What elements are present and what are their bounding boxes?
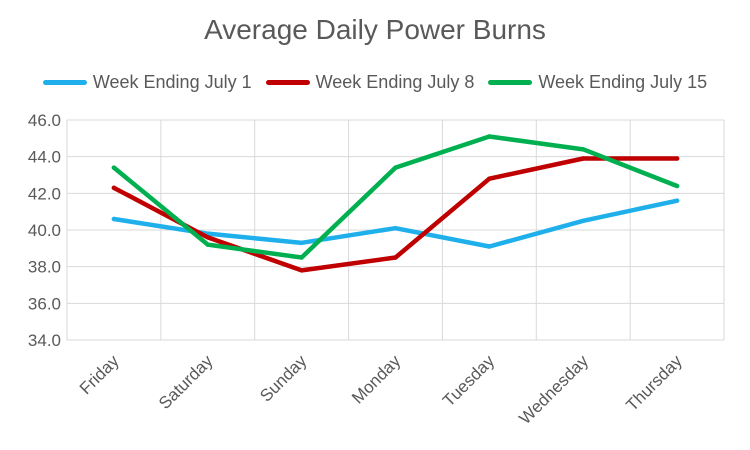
x-tick-label: Monday [348, 351, 405, 408]
data-point [674, 156, 680, 161]
y-tick-label: 46.0 [28, 111, 61, 130]
legend-swatch-series-2 [265, 79, 310, 85]
data-point [205, 242, 210, 247]
series-line [111, 134, 680, 260]
legend-swatch-series-3 [488, 79, 533, 85]
y-tick-label: 40.0 [28, 221, 61, 240]
x-tick-label: Wednesday [515, 351, 592, 428]
data-point [487, 176, 492, 181]
data-point [674, 198, 680, 203]
data-point [299, 268, 304, 273]
legend-label-series-1: Week Ending July 1 [92, 71, 252, 92]
x-tick-label: Sunday [256, 351, 311, 406]
data-point [581, 147, 586, 152]
data-point [111, 216, 117, 222]
legend-label-series-3: Week Ending July 15 [538, 71, 708, 92]
series-1 [111, 198, 680, 249]
data-point [674, 183, 680, 189]
data-point [299, 255, 304, 260]
series-3 [111, 134, 680, 260]
data-point [487, 134, 492, 139]
x-tick-label: Friday [76, 351, 123, 398]
data-point [299, 240, 304, 246]
y-tick-label: 44.0 [28, 148, 61, 167]
data-point [111, 185, 117, 191]
series-2 [111, 156, 680, 273]
data-point [205, 235, 210, 240]
data-point [393, 255, 398, 260]
x-tick-label: Thursday [622, 351, 686, 415]
x-tick-label: Tuesday [439, 351, 498, 410]
x-tick-label: Saturday [155, 351, 217, 413]
y-tick-label: 38.0 [28, 258, 61, 277]
data-point [393, 225, 398, 231]
legend-swatch-series-1 [42, 79, 87, 85]
legend-item-series-1: Week Ending July 1 [42, 71, 252, 93]
data-point [393, 165, 398, 170]
data-point [581, 218, 586, 224]
y-tick-label: 42.0 [28, 184, 61, 203]
y-tick-label: 36.0 [28, 294, 61, 313]
legend-item-series-2: Week Ending July 8 [265, 71, 475, 93]
data-point [487, 244, 492, 249]
chart-legend: Week Ending July 1 Week Ending July 8 We… [0, 70, 750, 94]
legend-item-series-3: Week Ending July 15 [488, 72, 707, 93]
series-line [111, 156, 680, 273]
chart-title: Average Daily Power Burns [204, 14, 546, 45]
y-tick-label: 34.0 [28, 331, 61, 350]
legend-label-series-2: Week Ending July 8 [315, 71, 475, 92]
data-point [111, 165, 117, 170]
data-point [581, 156, 586, 161]
